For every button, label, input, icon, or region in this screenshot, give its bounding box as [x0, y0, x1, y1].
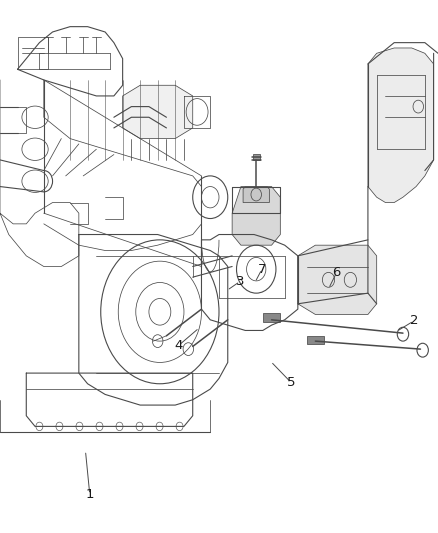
Polygon shape: [298, 245, 377, 314]
Text: 2: 2: [410, 314, 418, 327]
Text: 4: 4: [174, 339, 183, 352]
Text: 5: 5: [287, 376, 296, 389]
Polygon shape: [263, 313, 280, 322]
Text: 3: 3: [236, 275, 244, 288]
Text: 6: 6: [332, 266, 341, 279]
Polygon shape: [253, 154, 260, 160]
Polygon shape: [243, 187, 269, 203]
Polygon shape: [123, 85, 193, 139]
Polygon shape: [368, 48, 434, 203]
Text: 7: 7: [258, 263, 266, 276]
Polygon shape: [232, 187, 280, 245]
Text: 1: 1: [85, 488, 94, 501]
Polygon shape: [307, 336, 324, 344]
